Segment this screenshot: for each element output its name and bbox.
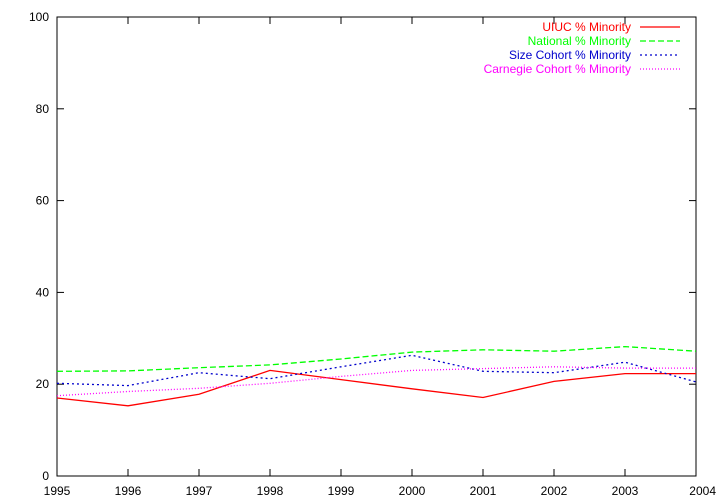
x-tick-label: 2001 [470, 484, 497, 498]
x-tick-label: 1999 [328, 484, 355, 498]
x-tick-label: 1995 [44, 484, 71, 498]
y-tick-label: 60 [36, 194, 50, 208]
x-tick-label: 1996 [115, 484, 142, 498]
legend-label: Carnegie Cohort % Minority [484, 62, 631, 76]
y-tick-label: 20 [36, 377, 50, 391]
series-lines [56, 345, 697, 407]
plot-frame [56, 16, 697, 477]
y-tick-label: 80 [36, 102, 50, 116]
series-line-2 [56, 345, 697, 372]
x-tick-label: 1997 [186, 484, 213, 498]
legend-label: Size Cohort % Minority [509, 48, 631, 62]
series-line-1 [56, 369, 696, 407]
x-tick-label: 2000 [399, 484, 426, 498]
y-tick-label: 0 [42, 469, 49, 483]
x-tick-label: 2002 [541, 484, 568, 498]
axis-ticks: 0 20 40 60 80 100 1995 1996 1997 1998 1999 2000 2001… [29, 10, 716, 498]
x-tick-label: 1998 [257, 484, 284, 498]
x-tick-label: 2004 [689, 484, 716, 498]
y-tick-label: 100 [29, 10, 49, 24]
legend-label: National % Minority [528, 34, 631, 48]
x-tick-label: 2003 [612, 484, 639, 498]
series-line-3 [56, 354, 697, 387]
y-tick-label: 40 [36, 285, 50, 299]
legend-label: UIUC % Minority [542, 20, 631, 34]
